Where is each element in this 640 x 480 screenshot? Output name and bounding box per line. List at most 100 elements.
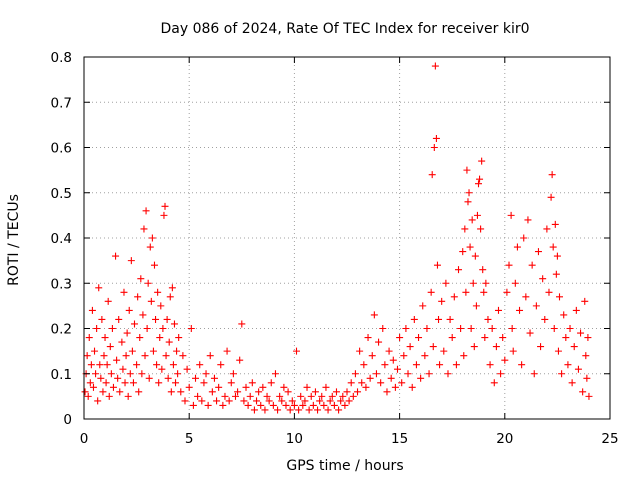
data-point — [122, 352, 130, 360]
data-point — [91, 347, 99, 355]
data-point — [460, 352, 468, 360]
data-point — [172, 379, 180, 387]
data-point — [162, 352, 170, 360]
data-point — [153, 361, 161, 369]
data-point — [572, 306, 580, 314]
data-point — [170, 320, 178, 328]
data-point — [478, 157, 486, 165]
data-point — [466, 243, 474, 251]
data-point — [537, 343, 545, 351]
data-point — [341, 401, 349, 409]
data-point — [253, 397, 261, 405]
data-point — [137, 275, 145, 283]
data-point — [314, 406, 322, 414]
data-point — [347, 379, 355, 387]
data-point — [464, 198, 472, 206]
y-tick-label: 0.1 — [51, 367, 72, 383]
y-axis-label: ROTI / TECUs — [6, 194, 22, 286]
data-point — [442, 279, 450, 287]
data-point — [139, 311, 147, 319]
data-point — [360, 361, 368, 369]
data-point — [475, 180, 482, 188]
data-point — [410, 315, 418, 323]
data-point — [107, 370, 115, 378]
x-tick-label: 20 — [496, 431, 513, 447]
data-point — [96, 361, 104, 369]
y-tick-label: 0.3 — [51, 276, 72, 292]
data-point — [202, 370, 210, 378]
x-axis-label: GPS time / hours — [286, 458, 403, 474]
data-point — [286, 406, 294, 414]
data-point — [370, 311, 378, 319]
data-point — [358, 379, 366, 387]
data-point — [469, 279, 477, 287]
data-point — [85, 334, 93, 342]
data-point — [119, 365, 127, 373]
y-tick-label: 0.6 — [51, 141, 72, 157]
data-point — [221, 392, 229, 400]
data-point — [508, 325, 516, 332]
data-point — [564, 361, 572, 369]
y-tick-label: 0.5 — [51, 186, 72, 202]
data-point — [566, 325, 574, 332]
data-point — [528, 261, 536, 269]
data-point — [86, 379, 94, 387]
data-point — [513, 243, 521, 251]
data-point — [584, 334, 592, 342]
data-point — [87, 361, 95, 369]
data-point — [213, 397, 221, 405]
data-point — [556, 293, 564, 301]
data-point — [108, 325, 116, 332]
data-point — [583, 374, 591, 382]
data-point — [103, 361, 111, 369]
data-point — [473, 211, 481, 219]
data-point — [509, 347, 517, 355]
data-point — [385, 347, 393, 355]
data-point — [562, 334, 570, 342]
data-point — [246, 392, 254, 400]
data-point — [97, 374, 105, 382]
data-point — [524, 216, 532, 224]
data-point — [393, 365, 401, 373]
data-point — [173, 347, 181, 355]
data-point — [94, 397, 102, 405]
data-point — [455, 266, 463, 274]
data-point — [463, 166, 471, 174]
data-point — [116, 388, 124, 396]
data-point — [497, 370, 505, 378]
data-point — [421, 352, 429, 360]
data-point — [128, 347, 136, 355]
data-point — [450, 293, 458, 301]
data-point — [163, 315, 171, 323]
data-point — [582, 352, 590, 360]
data-point — [200, 379, 208, 387]
data-point — [288, 397, 296, 405]
data-point — [276, 392, 284, 400]
data-point — [436, 361, 444, 369]
data-point — [381, 361, 389, 369]
data-point — [143, 325, 151, 332]
data-point — [577, 329, 585, 337]
data-point — [435, 315, 443, 323]
data-point — [263, 392, 271, 400]
data-point — [229, 370, 237, 378]
data-point — [159, 325, 167, 332]
data-point — [518, 361, 526, 369]
data-point — [332, 388, 340, 396]
data-point — [428, 171, 436, 179]
data-point — [362, 383, 370, 391]
data-point — [389, 356, 397, 364]
data-point — [167, 388, 175, 396]
data-point — [127, 257, 135, 265]
data-point — [505, 261, 513, 269]
data-point — [250, 406, 258, 414]
data-point — [192, 374, 200, 382]
data-point — [257, 401, 265, 409]
data-point — [138, 370, 146, 378]
data-point — [534, 248, 542, 256]
data-point — [440, 347, 448, 355]
data-point — [490, 379, 498, 387]
data-point — [92, 370, 100, 378]
data-point — [366, 374, 374, 382]
data-point — [311, 388, 319, 396]
